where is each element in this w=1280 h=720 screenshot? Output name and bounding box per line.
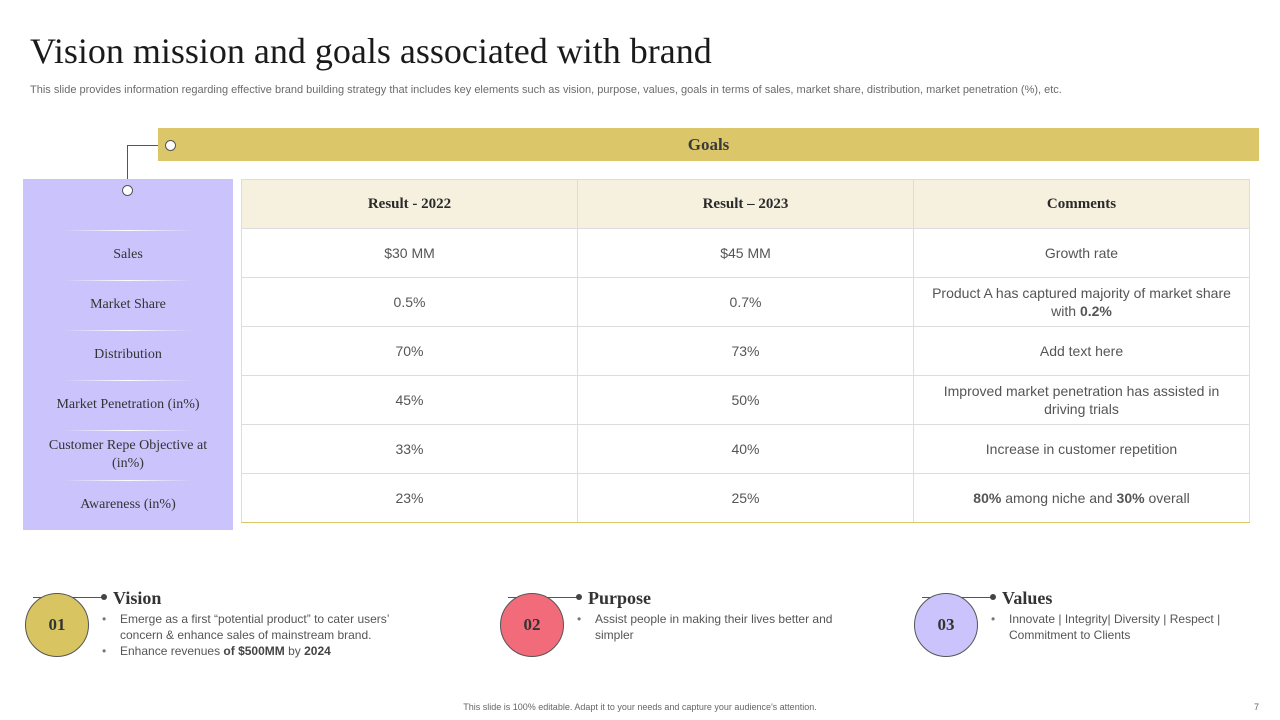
purpose-heading: Purpose xyxy=(588,588,651,608)
table-header-row: Result - 2022 Result – 2023 Comments xyxy=(241,179,1250,229)
cell-result-2022: $30 MM xyxy=(241,228,578,278)
column-header-result-2023: Result – 2023 xyxy=(577,179,914,229)
row-separator xyxy=(63,430,193,431)
connector-line-horizontal xyxy=(127,145,165,146)
cell-comment: Improved market penetration has assisted… xyxy=(913,375,1250,425)
values-connector-dot xyxy=(990,594,996,600)
cell-result-2023: 40% xyxy=(577,424,914,474)
vision-bullet-text: Emerge as a first “potential product” to… xyxy=(120,612,390,642)
vision-bullet-list: Emerge as a first “potential product” to… xyxy=(102,611,432,659)
goals-header-label: Goals xyxy=(687,134,730,154)
cell-result-2022: 33% xyxy=(241,424,578,474)
row-label-awareness: Awareness (in%) xyxy=(80,497,176,512)
cell-result-2023: 25% xyxy=(577,473,914,523)
values-bullet-list: Innovate | Integrity| Diversity | Respec… xyxy=(991,611,1251,643)
purpose-bullet-list: Assist people in making their lives bett… xyxy=(577,611,847,643)
connector-line-vertical xyxy=(127,145,128,187)
page-title: Vision mission and goals associated with… xyxy=(30,31,712,71)
vision-bullet-bold: 2024 xyxy=(304,644,331,658)
vision-connector-dot xyxy=(101,594,107,600)
goals-header-bar: Goals xyxy=(158,128,1259,161)
vision-number-circle: 01 xyxy=(25,593,89,657)
list-item: Enhance revenues of $500MM by 2024 xyxy=(102,643,432,659)
row-separator xyxy=(63,230,193,231)
row-label-distribution: Distribution xyxy=(94,347,162,362)
table-row: $30 MM $45 MM Growth rate xyxy=(241,228,1250,278)
cell-comment: Product A has captured majority of marke… xyxy=(913,277,1250,327)
table-row: 0.5% 0.7% Product A has captured majorit… xyxy=(241,277,1250,327)
cell-result-2023: 0.7% xyxy=(577,277,914,327)
cell-result-2022: 0.5% xyxy=(241,277,578,327)
list-item: Innovate | Integrity| Diversity | Respec… xyxy=(991,611,1251,643)
row-label-market-penetration: Market Penetration (in%) xyxy=(56,397,200,412)
table-row: 45% 50% Improved market penetration has … xyxy=(241,375,1250,425)
vision-heading: Vision xyxy=(113,588,162,608)
cell-result-2022: 23% xyxy=(241,473,578,523)
values-number-circle: 03 xyxy=(914,593,978,657)
row-separator xyxy=(63,480,193,481)
row-label-market-share: Market Share xyxy=(90,297,166,312)
column-header-result-2022: Result - 2022 xyxy=(241,179,578,229)
comment-bold-value: 0.2% xyxy=(1079,303,1112,319)
column-header-comments: Comments xyxy=(913,179,1250,229)
cell-result-2022: 45% xyxy=(241,375,578,425)
row-label-panel: Sales Market Share Distribution Market P… xyxy=(23,179,233,530)
list-item: Assist people in making their lives bett… xyxy=(577,611,847,643)
page-number: 7 xyxy=(1254,702,1260,712)
footer-note: This slide is 100% editable. Adapt it to… xyxy=(463,702,817,712)
cell-comment: Add text here xyxy=(913,326,1250,376)
cell-result-2022: 70% xyxy=(241,326,578,376)
purpose-bullet-text: Assist people in making their lives bett… xyxy=(595,612,833,642)
goals-connector-dot xyxy=(165,140,176,151)
comment-text: Product A has captured majority of marke… xyxy=(932,285,1231,319)
cell-result-2023: 73% xyxy=(577,326,914,376)
comment-bold-value: 30% xyxy=(1116,490,1145,506)
row-label-sales: Sales xyxy=(113,247,143,262)
purpose-number: 02 xyxy=(523,615,541,634)
comment-bold-value: 80% xyxy=(973,490,1002,506)
cell-comment: 80% among niche and 30% overall xyxy=(913,473,1250,523)
cell-result-2023: 50% xyxy=(577,375,914,425)
comment-text: overall xyxy=(1144,490,1190,506)
goals-table: Result - 2022 Result – 2023 Comments $30… xyxy=(241,179,1250,523)
cell-comment: Growth rate xyxy=(913,228,1250,278)
cell-comment: Increase in customer repetition xyxy=(913,424,1250,474)
purpose-connector-dot xyxy=(576,594,582,600)
row-separator xyxy=(63,280,193,281)
values-bullet-text: Innovate | Integrity| Diversity | Respec… xyxy=(1009,612,1221,642)
row-label-customer-repe-objective: Customer Repe Objective at (in%) xyxy=(48,438,208,471)
values-number: 03 xyxy=(937,615,955,634)
values-heading: Values xyxy=(1002,588,1053,608)
list-item: Emerge as a first “potential product” to… xyxy=(102,611,432,643)
purpose-number-circle: 02 xyxy=(500,593,564,657)
row-separator xyxy=(63,380,193,381)
table-row: 70% 73% Add text here xyxy=(241,326,1250,376)
vision-bullet-text: by xyxy=(284,644,305,658)
panel-connector-dot xyxy=(122,185,133,196)
vision-bullet-text: Enhance revenues xyxy=(120,644,224,658)
comment-text: among niche and xyxy=(1001,490,1117,506)
table-row: 23% 25% 80% among niche and 30% overall xyxy=(241,473,1250,523)
cell-result-2023: $45 MM xyxy=(577,228,914,278)
vision-number: 01 xyxy=(48,615,66,634)
row-separator xyxy=(63,330,193,331)
table-row: 33% 40% Increase in customer repetition xyxy=(241,424,1250,474)
vision-bullet-bold: of $500MM xyxy=(223,644,285,658)
page-subtitle: This slide provides information regardin… xyxy=(30,84,1062,96)
